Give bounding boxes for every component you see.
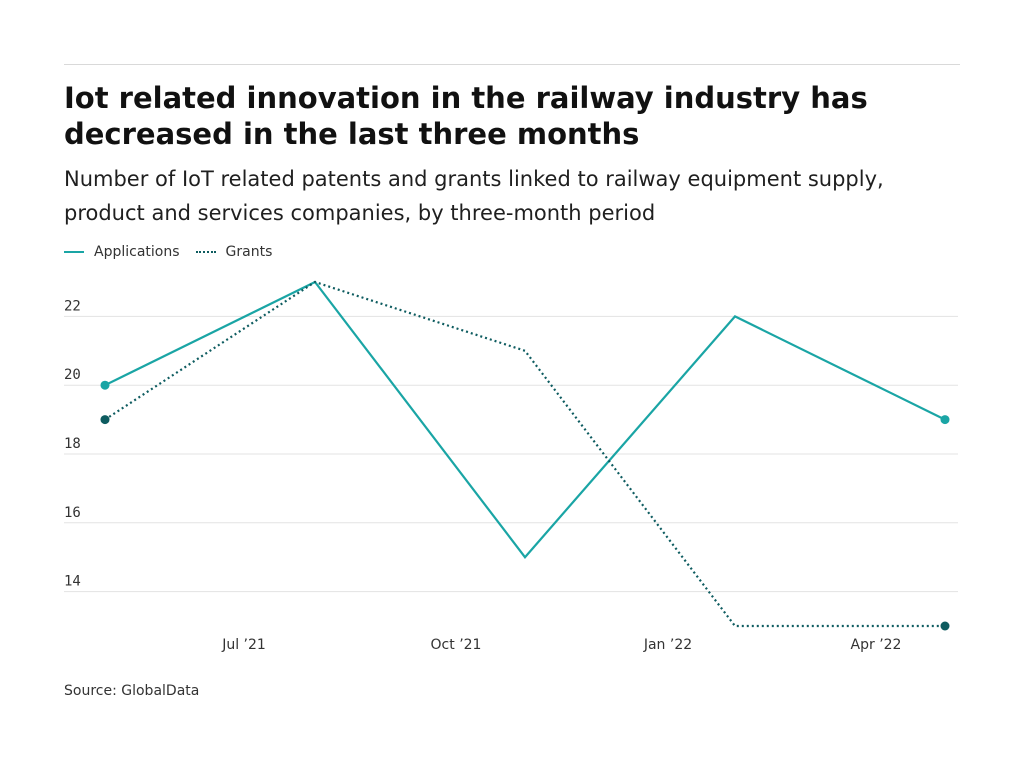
- x-tick-label: Oct ’21: [431, 637, 482, 653]
- series-line-applications: [104, 280, 946, 559]
- legend-label-applications: Applications: [94, 244, 180, 260]
- legend: Applications Grants: [64, 243, 288, 261]
- series-marker-applications: [940, 415, 950, 425]
- chart-title: Iot related innovation in the railway in…: [64, 81, 868, 151]
- x-axis-ticks: Jul ’21 Oct ’21 Jan ’22 Apr ’22: [221, 637, 901, 653]
- series-marker-applications: [100, 380, 110, 390]
- x-tick-label: Jul ’21: [221, 637, 266, 653]
- legend-swatch-applications: [64, 251, 84, 253]
- series-marker-grants: [940, 621, 950, 631]
- legend-item-applications: Applications: [64, 244, 180, 260]
- x-tick-label: Apr ’22: [851, 637, 902, 653]
- source-note: Source: GlobalData: [64, 683, 200, 699]
- y-tick-label: 22: [64, 298, 81, 314]
- y-axis-ticks: 14 16 18 20 22: [64, 298, 81, 589]
- series-markers: [100, 380, 950, 631]
- grid-lines: [64, 315, 958, 593]
- series-lines: [104, 280, 946, 628]
- legend-swatch-grants: [195, 251, 216, 253]
- y-tick-label: 16: [64, 505, 81, 521]
- legend-item-grants: Grants: [195, 244, 273, 260]
- y-tick-label: 18: [64, 436, 81, 452]
- y-tick-label: 14: [64, 574, 81, 590]
- top-divider: [64, 64, 960, 65]
- chart-subtitle: Number of IoT related patents and grants…: [64, 167, 884, 225]
- series-marker-grants: [100, 415, 110, 425]
- x-tick-label: Jan ’22: [643, 637, 692, 653]
- y-tick-label: 20: [64, 367, 81, 383]
- legend-label-grants: Grants: [225, 244, 273, 260]
